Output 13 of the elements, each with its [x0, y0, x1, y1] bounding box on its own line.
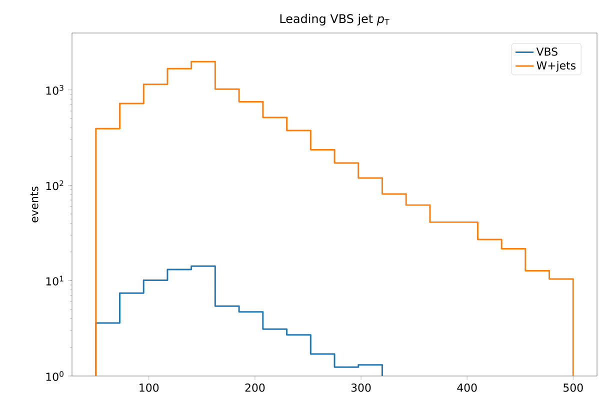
- y-tick-label: 10$^{1}$: [46, 276, 64, 286]
- legend-label: VBS: [536, 47, 558, 56]
- x-tick-label: 300: [351, 384, 371, 392]
- x-tick-label: 100: [140, 384, 159, 392]
- y-axis-title: events: [30, 186, 38, 222]
- y-tick-label: 10$^{2}$: [46, 180, 64, 190]
- x-tick-label: 200: [245, 384, 265, 392]
- chart-title: Leading VBS jet p$_{T}$: [280, 14, 390, 26]
- x-tick-label: 400: [457, 384, 477, 392]
- y-tick-label: 10$^{0}$: [46, 371, 64, 381]
- y-tick-label: 10$^{3}$: [46, 84, 64, 95]
- x-tick-label: 500: [564, 384, 583, 392]
- legend-label: W+jets: [536, 61, 576, 72]
